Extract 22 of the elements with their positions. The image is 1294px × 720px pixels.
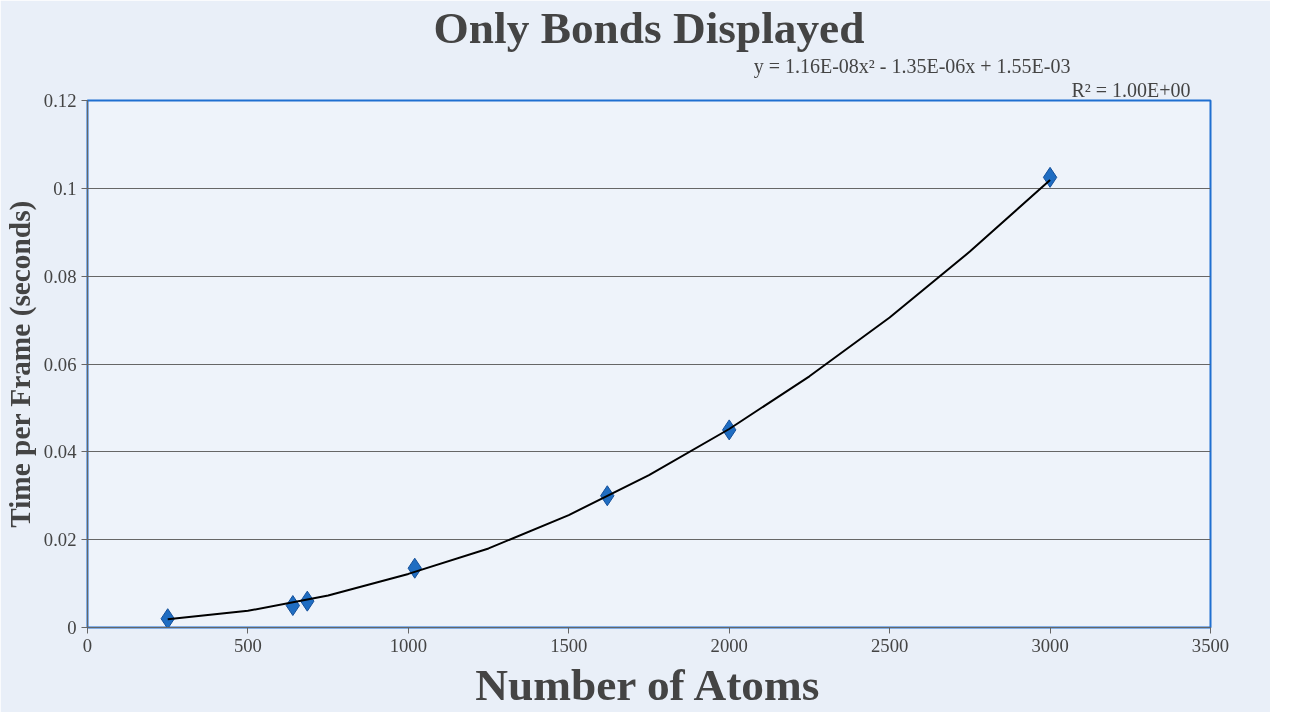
x-tick-label: 0 — [82, 634, 93, 656]
x-tick-label: 2500 — [870, 634, 909, 656]
text: y = 1.16E-08x² - 1.35E-06x + 1.55E-03 — [753, 54, 1071, 78]
y-axis-title: Time per Frame (seconds) — [3, 200, 37, 528]
y-tick-label: 0.08 — [43, 265, 77, 287]
x-tick-label: 1500 — [550, 634, 588, 656]
point — [160, 608, 175, 628]
y-tick-label: 0 — [67, 617, 77, 638]
y-tick-label: 0.1 — [53, 177, 77, 199]
x-tick-label: 3500 — [1191, 634, 1230, 656]
point — [1042, 166, 1058, 188]
y-tick-label: 0.06 — [43, 353, 77, 375]
chart-title: Only Bonds Displayed — [433, 2, 865, 53]
x-tick-label: 3000 — [1031, 634, 1069, 656]
text: R² = 1.00E+00 — [1071, 78, 1191, 101]
y-tick-label: 0.04 — [43, 441, 78, 463]
x-tick-label: 1000 — [389, 634, 428, 656]
x-tick-label: 2000 — [710, 634, 748, 656]
y-tick-label: 0.12 — [43, 90, 77, 111]
x-tick-label: 500 — [233, 634, 262, 656]
x-axis-title: Number of Atoms — [475, 659, 820, 710]
y-tick-label: 0.02 — [43, 529, 77, 551]
